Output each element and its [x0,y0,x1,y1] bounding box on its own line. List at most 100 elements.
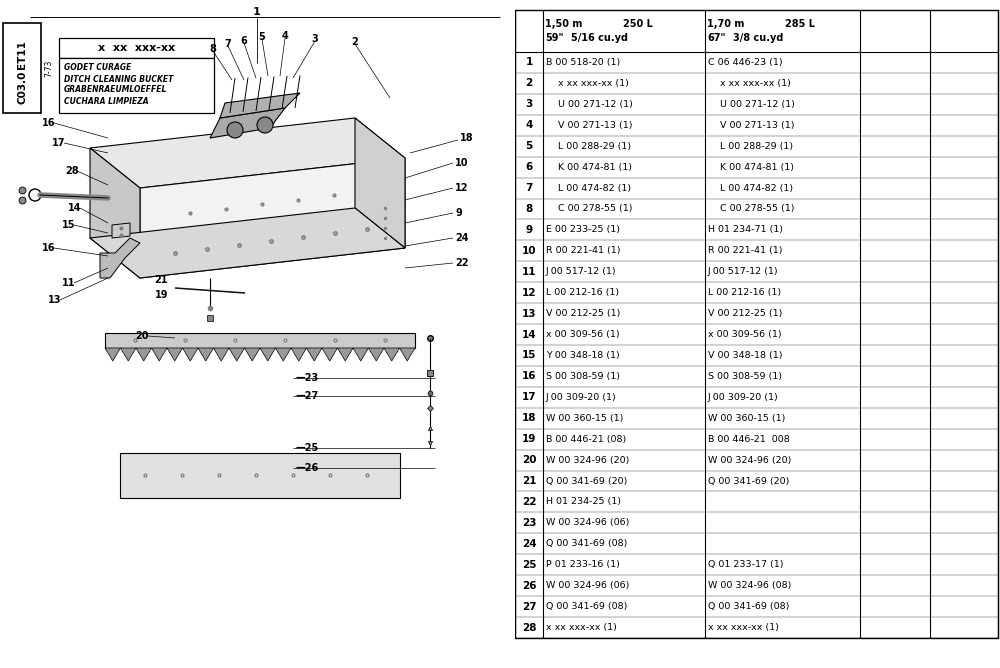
Text: 16: 16 [42,243,56,253]
Text: 3: 3 [525,100,533,110]
Text: 67": 67" [707,33,726,43]
Text: Q 00 341-69 (08): Q 00 341-69 (08) [546,539,627,548]
Text: x xx xxx-xx (1): x xx xxx-xx (1) [708,623,779,632]
Text: 28: 28 [522,623,536,633]
Text: 19: 19 [154,290,168,300]
Polygon shape [384,348,400,361]
Text: 26: 26 [522,580,536,591]
Text: 7: 7 [525,183,533,193]
Text: 24: 24 [522,539,536,549]
Text: C 00 278-55 (1): C 00 278-55 (1) [546,204,633,214]
Polygon shape [353,348,368,361]
Text: S 00 308-59 (1): S 00 308-59 (1) [708,372,782,381]
Text: 11: 11 [62,278,76,288]
Text: W 00 360-15 (1): W 00 360-15 (1) [546,413,623,423]
Text: 20: 20 [522,455,536,465]
Text: E 00 233-25 (1): E 00 233-25 (1) [546,225,620,234]
Bar [59,38,214,58]
Polygon shape [198,348,214,361]
Text: J 00 517-12 (1): J 00 517-12 (1) [708,267,779,277]
Text: 1,70 m: 1,70 m [707,19,744,29]
Text: K 00 474-81 (1): K 00 474-81 (1) [708,162,794,172]
Text: 18: 18 [522,413,536,424]
Text: 2: 2 [525,78,533,88]
Text: 22: 22 [455,258,468,268]
Text: C 00 278-55 (1): C 00 278-55 (1) [708,204,794,214]
Text: P 01 233-16 (1): P 01 233-16 (1) [546,560,620,569]
Text: 8: 8 [525,204,533,214]
Polygon shape [90,118,405,188]
Text: —27: —27 [295,391,318,401]
Text: 17: 17 [522,392,536,402]
Text: U 00 271-12 (1): U 00 271-12 (1) [546,100,633,109]
Text: 27: 27 [522,602,536,612]
Polygon shape [355,118,405,248]
Text: 15: 15 [522,351,536,361]
Text: W 00 324-96 (20): W 00 324-96 (20) [708,456,791,465]
Circle shape [227,122,243,138]
Text: x xx xxx-xx (1): x xx xxx-xx (1) [708,79,791,88]
Text: V 00 212-25 (1): V 00 212-25 (1) [546,309,620,318]
Text: 1: 1 [253,7,261,17]
Polygon shape [322,348,338,361]
Text: L 00 212-16 (1): L 00 212-16 (1) [546,288,619,297]
Text: L 00 288-29 (1): L 00 288-29 (1) [708,142,793,151]
Text: L 00 474-82 (1): L 00 474-82 (1) [708,184,793,192]
Text: 25: 25 [522,560,536,570]
Text: C 06 446-23 (1): C 06 446-23 (1) [708,58,783,67]
Text: 16: 16 [42,118,56,128]
Text: CUCHARA LIMPIEZA: CUCHARA LIMPIEZA [64,96,149,106]
Text: 14: 14 [68,203,82,213]
Text: 5: 5 [525,141,533,151]
Polygon shape [276,348,291,361]
Text: 10: 10 [455,158,468,168]
Text: U 00 271-12 (1): U 00 271-12 (1) [708,100,795,109]
Text: W 00 324-96 (06): W 00 324-96 (06) [546,581,629,591]
Text: 5/16 cu.yd: 5/16 cu.yd [571,33,628,43]
Text: 15: 15 [62,220,76,230]
Polygon shape [214,348,229,361]
Text: 17: 17 [52,138,66,148]
Text: 18: 18 [460,133,474,143]
Text: B 00 518-20 (1): B 00 518-20 (1) [546,58,620,67]
Text: 12: 12 [455,183,468,193]
Text: 6: 6 [241,36,247,46]
Text: V 00 271-13 (1): V 00 271-13 (1) [708,121,794,130]
Text: C03.0: C03.0 [17,71,27,104]
Text: L 00 212-16 (1): L 00 212-16 (1) [708,288,781,297]
Text: 5: 5 [259,32,265,42]
Text: 6: 6 [525,162,533,172]
Text: GODET CURAGE: GODET CURAGE [64,63,131,73]
Text: 285 L: 285 L [785,19,815,29]
Polygon shape [182,348,198,361]
Polygon shape [90,208,405,278]
Text: 13: 13 [48,295,62,305]
Polygon shape [244,348,260,361]
Text: 12: 12 [522,288,536,298]
Polygon shape [260,348,276,361]
Text: 9: 9 [455,208,462,218]
Text: Q 01 233-17 (1): Q 01 233-17 (1) [708,560,784,569]
Circle shape [257,117,273,133]
Text: 19: 19 [522,434,536,444]
Text: 16: 16 [522,371,536,381]
Text: R 00 221-41 (1): R 00 221-41 (1) [708,246,782,255]
Polygon shape [229,348,244,361]
Text: x 00 309-56 (1): x 00 309-56 (1) [708,330,782,339]
Polygon shape [136,348,152,361]
Text: V 00 348-18 (1): V 00 348-18 (1) [708,351,782,360]
Text: 8: 8 [210,44,216,54]
Text: W 00 324-96 (06): W 00 324-96 (06) [546,518,629,528]
Polygon shape [400,348,415,361]
Text: B 00 446-21 (08): B 00 446-21 (08) [546,435,626,444]
Text: 59": 59" [545,33,564,43]
Text: H 01 234-25 (1): H 01 234-25 (1) [546,498,621,506]
Text: L 00 288-29 (1): L 00 288-29 (1) [546,142,631,151]
Bar [59,58,214,113]
Polygon shape [100,238,140,278]
Bar [120,453,400,498]
Text: DITCH CLEANING BUCKET: DITCH CLEANING BUCKET [64,75,173,84]
Text: W 00 324-96 (20): W 00 324-96 (20) [546,456,629,465]
Text: 23: 23 [522,518,536,528]
Text: Q 00 341-69 (20): Q 00 341-69 (20) [546,476,627,486]
